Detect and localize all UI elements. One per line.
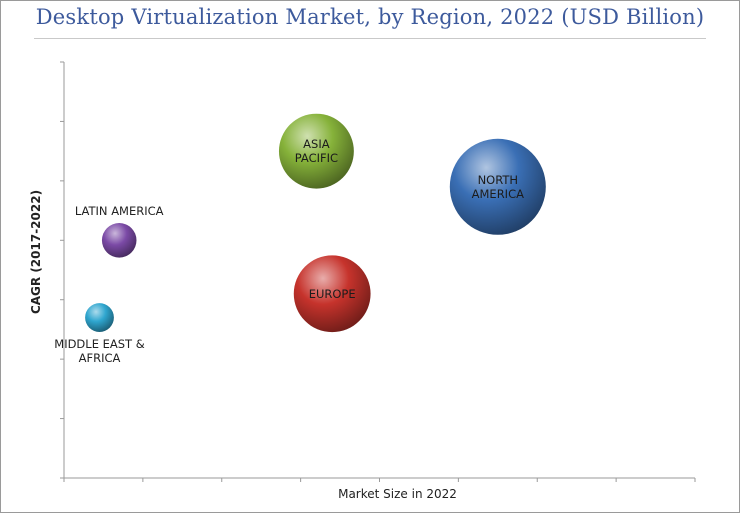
- bubble-north-america: [449, 138, 546, 235]
- bubbles: NORTH AMERICA ASIA PACIFIC EUROPE LATIN AMERI…: [54, 113, 546, 365]
- bubble-latin-america: [101, 223, 137, 258]
- bubble-label-latin-america: LATIN AMERICA: [75, 204, 164, 218]
- bubble-asia-pacific: [278, 113, 354, 189]
- y-axis-label: CAGR (2017-2022): [29, 190, 43, 314]
- bubble-label-middle-east-africa: MIDDLE EAST & AFRICA: [54, 337, 144, 365]
- chart-title: Desktop Virtualization Market, by Region…: [35, 5, 705, 29]
- x-axis-label: Market Size in 2022: [338, 487, 457, 501]
- bubble-label-north-america: NORTH AMERICA: [472, 173, 524, 201]
- bubble-label-europe: EUROPE: [309, 287, 356, 301]
- axis-ticks: [60, 61, 696, 482]
- bubble-europe: [293, 255, 371, 333]
- bubble-label-asia-pacific: ASIA PACIFIC: [295, 137, 338, 165]
- title-divider: [34, 38, 706, 39]
- bubble-middle-east-africa: [85, 303, 114, 332]
